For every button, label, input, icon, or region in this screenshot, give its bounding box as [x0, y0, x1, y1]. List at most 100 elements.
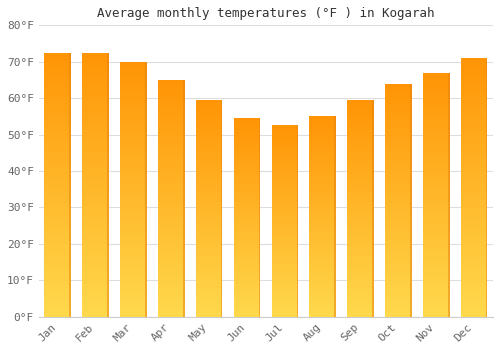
Bar — [272, 288, 298, 289]
Bar — [120, 272, 146, 273]
Bar — [385, 177, 411, 178]
Bar — [423, 216, 450, 217]
Bar — [272, 221, 298, 222]
Bar — [120, 263, 146, 265]
Bar — [461, 116, 487, 118]
Bar — [272, 267, 298, 268]
Bar — [44, 99, 71, 100]
Bar — [272, 185, 298, 186]
Bar — [385, 91, 411, 92]
Bar — [44, 239, 71, 240]
Bar — [310, 149, 336, 150]
Bar — [196, 203, 222, 204]
Bar — [461, 217, 487, 218]
Bar — [272, 273, 298, 274]
Bar — [461, 292, 487, 294]
Bar — [423, 85, 450, 86]
Bar — [158, 168, 184, 169]
Bar — [348, 236, 374, 237]
Bar — [310, 297, 336, 298]
Bar — [348, 114, 374, 115]
Bar — [461, 281, 487, 282]
Bar — [310, 312, 336, 313]
Bar — [158, 97, 184, 98]
Bar — [423, 212, 450, 213]
Bar — [234, 261, 260, 262]
Bar — [272, 146, 298, 147]
Bar — [158, 125, 184, 126]
Bar — [234, 234, 260, 236]
Bar — [44, 140, 71, 141]
Bar — [272, 132, 298, 133]
Bar — [310, 277, 336, 278]
Bar — [82, 203, 109, 204]
Bar — [82, 315, 109, 317]
Bar — [82, 52, 109, 54]
Bar — [385, 287, 411, 288]
Bar — [272, 306, 298, 307]
Bar — [348, 314, 374, 315]
Bar — [461, 76, 487, 77]
Bar — [461, 178, 487, 180]
Bar — [44, 102, 71, 103]
Bar — [158, 288, 184, 289]
Bar — [196, 117, 222, 118]
Bar — [82, 198, 109, 199]
Bar — [461, 138, 487, 140]
Bar — [272, 135, 298, 136]
Bar — [234, 164, 260, 165]
Bar — [423, 199, 450, 201]
Bar — [120, 258, 146, 259]
Bar — [272, 298, 298, 299]
Bar — [120, 290, 146, 291]
Bar — [385, 241, 411, 242]
Bar — [310, 251, 336, 252]
Bar — [310, 226, 336, 228]
Bar — [120, 291, 146, 293]
Bar — [158, 119, 184, 120]
Bar — [196, 137, 222, 138]
Bar — [348, 217, 374, 218]
Bar — [196, 272, 222, 273]
Bar — [423, 163, 450, 164]
Bar — [423, 162, 450, 163]
Bar — [82, 297, 109, 298]
Bar — [234, 153, 260, 154]
Bar — [120, 146, 146, 147]
Bar — [196, 222, 222, 223]
Bar — [44, 72, 71, 74]
Bar — [348, 286, 374, 288]
Bar — [158, 285, 184, 286]
Bar — [234, 141, 260, 142]
Bar — [120, 249, 146, 251]
Bar — [272, 289, 298, 290]
Bar — [310, 188, 336, 189]
Bar — [120, 92, 146, 93]
Bar — [82, 162, 109, 163]
Bar — [385, 145, 411, 147]
Bar — [158, 300, 184, 301]
Bar — [385, 213, 411, 214]
Bar — [461, 299, 487, 300]
Bar — [385, 205, 411, 206]
Bar — [385, 100, 411, 101]
Bar — [158, 286, 184, 287]
Bar — [461, 90, 487, 92]
Bar — [385, 298, 411, 299]
Bar — [272, 128, 298, 129]
Bar — [234, 128, 260, 129]
Bar — [423, 275, 450, 276]
Bar — [310, 307, 336, 308]
Bar — [82, 175, 109, 177]
Bar — [423, 211, 450, 212]
Bar — [82, 166, 109, 168]
Bar — [120, 271, 146, 272]
Bar — [120, 161, 146, 162]
Bar — [120, 254, 146, 256]
Bar — [348, 135, 374, 136]
Bar — [158, 267, 184, 268]
Bar — [196, 115, 222, 116]
Bar — [348, 289, 374, 290]
Bar — [272, 241, 298, 242]
Bar — [44, 280, 71, 281]
